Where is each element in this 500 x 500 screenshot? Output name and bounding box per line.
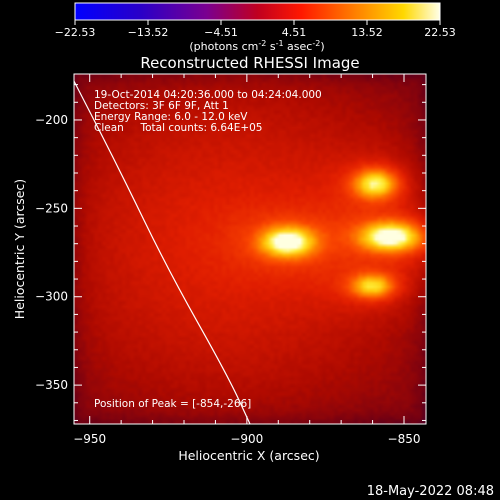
heatmap-image (74, 74, 426, 424)
colorbar-ticks: −22.53 −13.52 −4.51 4.51 13.52 22.53 (55, 20, 456, 39)
colorbar-tick-label: 22.53 (424, 26, 456, 39)
footer-date: 18-May-2022 08:48 (367, 484, 494, 499)
y-tick-label: −350 (35, 378, 68, 392)
colorbar (75, 3, 440, 20)
colorbar-unit-close: ) (320, 40, 324, 53)
colorbar-unit-mid: s (266, 40, 275, 53)
annotation-energy-range: Energy Range: 6.0 - 12.0 keV (94, 111, 248, 123)
colorbar-tick-label: −22.53 (55, 26, 96, 39)
colorbar-unit-tail: asec (284, 40, 313, 53)
colorbar-unit-exp3: -2 (312, 39, 320, 48)
x-tick-label: −950 (73, 432, 106, 446)
y-axis-ticks: −200 −250 −300 −350 (35, 84, 426, 421)
colorbar-unit-exp1: -2 (258, 39, 266, 48)
x-axis-ticks: −950−900−850−800 (73, 74, 421, 446)
y-tick-label: −250 (35, 201, 68, 215)
colorbar-unit-exp2: -1 (276, 39, 284, 48)
x-axis-label: Heliocentric X (arcsec) (178, 448, 319, 463)
annotation-detectors: Detectors: 3F 6F 9F, Att 1 (94, 100, 229, 112)
colorbar-tick-label: −13.52 (128, 26, 169, 39)
plot-frame (73, 73, 427, 425)
annotation-peak-position: Position of Peak = [-854,-266] (94, 398, 251, 410)
colorbar-tick-label: 4.51 (282, 26, 307, 39)
colorbar-tick-label: 13.52 (351, 26, 383, 39)
x-tick-label: −850 (388, 432, 421, 446)
y-tick-label: −200 (35, 113, 68, 127)
annotation-counts: Clean Total counts: 6.64E+05 (94, 122, 263, 134)
chart-title: Reconstructed RHESSI Image (140, 54, 359, 72)
x-tick-label: −900 (230, 432, 263, 446)
colorbar-unit-main: (photons cm (189, 40, 258, 53)
colorbar-tick-label: −4.51 (204, 26, 238, 39)
solar-limb-line (74, 80, 251, 424)
colorbar-unit-label: (photons cm-2 s-1 asec-2) (189, 39, 324, 53)
y-axis-label: Heliocentric Y (arcsec) (12, 179, 27, 319)
y-tick-label: −300 (35, 290, 68, 304)
colorbar-frame (74, 2, 441, 21)
annotation-time-range: 19-Oct-2014 04:20:36.000 to 04:24:04.000 (94, 89, 322, 101)
